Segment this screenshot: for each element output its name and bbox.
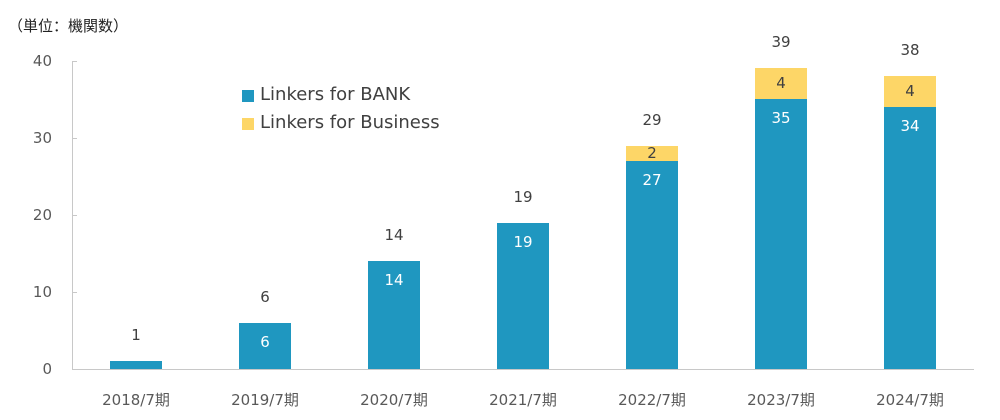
- total-value-label: 19: [513, 188, 533, 206]
- y-tick-label: 0: [42, 360, 52, 378]
- x-axis-line: [72, 369, 974, 370]
- legend-item-business: Linkers for Business: [242, 108, 440, 136]
- segment-value-label: 2: [647, 143, 657, 162]
- bar-segment-bank: [626, 161, 678, 369]
- x-tick-label: 2018/7期: [102, 391, 170, 409]
- bar-2021/7期: 19: [497, 223, 549, 369]
- bar-2022/7期: 27 2: [626, 143, 678, 369]
- y-tick-mark: [72, 61, 77, 62]
- y-tick-label: 10: [32, 283, 52, 301]
- total-value-label: 1: [131, 326, 141, 344]
- bar-segment-bank: [884, 107, 936, 369]
- legend-item-bank: Linkers for BANK: [242, 80, 440, 108]
- bar-2023/7期: 35 4: [755, 68, 807, 369]
- bar-2019/7期: 6: [239, 323, 291, 369]
- y-tick-label: 30: [32, 129, 52, 147]
- bar-segment-bank: [755, 99, 807, 369]
- total-value-label: 29: [642, 111, 662, 129]
- y-tick-mark: [72, 215, 77, 216]
- segment-value-label: 35: [771, 109, 791, 127]
- x-tick-label: 2023/7期: [747, 391, 815, 409]
- segment-value-label: 4: [776, 73, 786, 92]
- y-tick-label: 40: [32, 52, 52, 70]
- legend-label: Linkers for Business: [260, 111, 440, 133]
- segment-value-label: 34: [900, 117, 920, 135]
- segment-value-label: 27: [642, 171, 662, 189]
- segment-value-label: 14: [384, 271, 404, 289]
- y-tick-mark: [72, 292, 77, 293]
- bar-segment-business: [755, 68, 807, 99]
- x-tick-label: 2021/7期: [489, 391, 557, 409]
- total-value-label: 39: [771, 33, 791, 51]
- total-value-label: 6: [260, 288, 270, 306]
- x-tick-label: 2019/7期: [231, 391, 299, 409]
- unit-label: （単位：機関数）: [8, 17, 129, 35]
- segment-value-label: 6: [260, 333, 270, 351]
- bar-2020/7期: 14: [368, 261, 420, 369]
- x-tick-label: 2020/7期: [360, 391, 428, 409]
- segment-value-label: 4: [905, 81, 915, 100]
- legend-swatch-icon: [242, 90, 254, 102]
- legend-label: Linkers for BANK: [260, 83, 411, 105]
- bar-segment-bank: [497, 223, 549, 369]
- total-value-label: 38: [900, 41, 920, 59]
- y-tick-label: 20: [32, 206, 52, 224]
- bar-segment-bank: [110, 361, 162, 369]
- legend-swatch-icon: [242, 118, 254, 130]
- x-tick-label: 2022/7期: [618, 391, 686, 409]
- bar-segment-business: [626, 146, 678, 161]
- bar-segment-bank: [368, 261, 420, 369]
- x-tick-label: 2024/7期: [876, 391, 944, 409]
- legend: Linkers for BANK Linkers for Business: [242, 80, 440, 136]
- bar-segment-business: [884, 76, 936, 107]
- total-value-label: 14: [384, 226, 404, 244]
- segment-value-label: 19: [513, 233, 533, 251]
- y-tick-mark: [72, 138, 77, 139]
- bar-2024/7期: 34 4: [884, 76, 936, 369]
- bar-2018/7期: [110, 361, 162, 369]
- bar-segment-bank: [239, 323, 291, 369]
